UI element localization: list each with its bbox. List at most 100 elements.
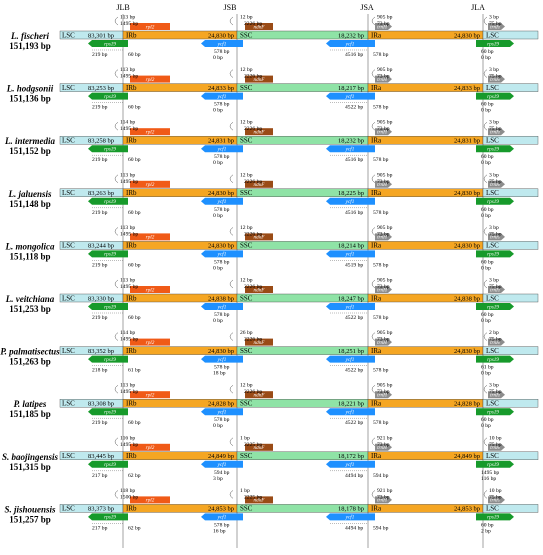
rps19-gene [476,408,514,416]
junction-label: JSB [224,3,237,12]
ycf1-ssc-span: 18 bp [213,371,226,377]
rps19-label: rps19 [104,304,116,310]
rpl2-gene [130,496,170,504]
rpl2-label: rpl2 [146,77,155,83]
ycf1-ssc-length: 4516 bp [345,210,363,216]
ycf1-ssc-span: 3 bp [213,476,223,482]
trnh-offset: 905 bp [377,383,393,389]
trnh-length: 73 bp [377,494,390,500]
irb-length: 24,833 bp [208,85,234,92]
lsc-label: LSC [62,400,75,408]
rpl2-gene [130,128,170,136]
species-name: L. fischeri [10,31,49,41]
rps19-label: rps19 [487,94,499,100]
jla-length: 75 bp [489,494,502,500]
ycf1-ssc-length: 4522 bp [345,368,363,374]
rps19-lsc-end-span: 116 bp [481,476,496,482]
rpl2-gene [130,23,170,30]
ycf1-gene [201,513,243,521]
ycf1-gene [326,303,375,310]
rps19-ira-span: 61 bp [481,365,494,371]
ycf1-label: ycf1 [345,146,355,153]
species-name: S. jishouensis [4,504,56,514]
arc-marker [229,437,234,447]
ycf1-label: ycf1 [217,303,227,310]
ira-label: IRa [371,347,382,355]
ycf1-gene [326,355,375,363]
lsc-end-segment [482,83,539,92]
arc-marker [114,490,119,499]
rps19-lsc-end-span: 0 bp [481,108,491,114]
trnh-length: 73 bp [377,389,390,395]
ndhf-gene [245,391,273,399]
irb-length: 24,830 bp [208,243,234,250]
lsc-label: LSC [62,452,75,460]
ycf1-ir-span: 578 bp [214,259,230,265]
trnh-label: trnH [377,340,387,346]
ycf1-gene [201,408,243,416]
ycf1-ir-span: 578 bp [214,417,230,423]
rps19-lsc-span: 219 bp [92,105,108,111]
ycf1-ira-span: 594 bp [373,473,389,479]
ycf1-label: ycf1 [345,461,355,468]
rpl2-gene [130,443,170,451]
rps19-gene [476,250,514,258]
rps19-ir-span: 60 bp [128,262,141,268]
rps19-gene [476,40,514,47]
rpl2-length: 1495 bp [120,21,138,27]
ycf1-ssc-length: 4494 bp [345,473,363,479]
trnh-label: trnH [377,77,387,83]
jla-length: 75 bp [489,284,502,290]
lsc-label: LSC [62,505,75,513]
jla-length: 75 bp [489,231,502,237]
trnh-label: trnH [490,287,500,293]
trnh-gene [375,23,392,30]
rpl2-length: 1495 bp [120,442,138,448]
genome-size: 151,193 bp [9,41,51,51]
ycf1-gene [201,355,243,363]
arc-marker [483,279,488,289]
arc-marker [114,384,119,394]
ycf1-label: ycf1 [345,251,355,258]
arc-marker [371,437,376,447]
arc-marker [229,69,234,78]
lsc-length: 83,373 bp [88,506,114,513]
rps19-lsc-span: 217 bp [92,473,108,479]
jla-offset: 3 bp [489,15,499,21]
arc-marker [229,384,234,394]
arc-marker [371,490,376,499]
ssc-length: 18,247 bp [338,295,364,302]
genome-size: 151,148 bp [9,199,51,209]
rps19-ir-span: 60 bp [128,420,141,426]
jla-offset: 3 bp [489,120,499,126]
arc-marker [483,16,488,26]
ycf1-gene [326,513,375,521]
ycf1-gene [326,250,375,258]
trnh-offset: 921 bp [377,488,393,494]
rps19-gene [476,355,514,363]
lsc-end-segment [482,399,539,408]
ycf1-label: ycf1 [345,40,355,47]
arc-marker [114,69,119,78]
rpl2-label: rpl2 [146,498,155,504]
trnh-label: trnH [377,287,387,293]
trnh-offset: 905 bp [377,172,393,178]
ycf1-ir-span: 578 bp [214,102,230,108]
species-name: P. palmatisectus [0,347,60,357]
irb-label: IRb [126,84,137,92]
ira-length: 24,849 bp [454,453,480,460]
trnh-label: trnH [490,130,500,136]
ycf1-ssc-length: 4522 bp [345,105,363,111]
ycf1-label: ycf1 [345,303,355,310]
ssc-length: 18,214 bp [338,243,364,250]
arc-marker [371,69,376,78]
lsc-length: 83,352 bp [88,348,114,355]
ndhf-offset: 12 bp [240,172,253,178]
trnh-gene [488,338,505,346]
arc-marker [483,69,488,78]
lsc-length: 83,445 bp [88,453,114,460]
arc-marker [229,16,234,26]
